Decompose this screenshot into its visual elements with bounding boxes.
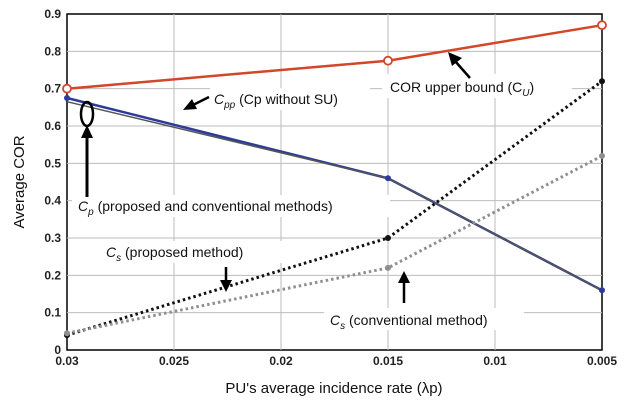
svg-text:Cp (proposed and conventional: Cp (proposed and conventional methods) bbox=[78, 198, 333, 218]
y-tick-label: 0.9 bbox=[44, 7, 61, 21]
series-line-3 bbox=[66, 79, 603, 337]
annotation-cs-conventional-label: Cs (conventional method) bbox=[324, 308, 524, 332]
y-tick-labels: 0 0.1 0.2 0.3 0.4 0.5 0.6 0.7 0.8 0.9 bbox=[44, 7, 61, 357]
y-tick-label: 0 bbox=[54, 343, 61, 357]
series-marker-0 bbox=[597, 20, 607, 31]
series-marker-1 bbox=[64, 95, 70, 101]
series-marker-4 bbox=[599, 152, 605, 159]
svg-text:Cpp (Cp without SU): Cpp (Cp without SU) bbox=[214, 91, 338, 111]
series-marker-4 bbox=[385, 264, 391, 271]
arrow-cpp-icon bbox=[183, 95, 210, 110]
x-tick-label: 0.01 bbox=[483, 354, 507, 368]
x-axis-label: PU's average incidence rate (λp) bbox=[225, 380, 442, 397]
annotation-cu-label: COR upper bound (CU) bbox=[382, 74, 572, 99]
y-tick-label: 0.6 bbox=[44, 119, 61, 133]
y-tick-label: 0.7 bbox=[44, 82, 61, 96]
svg-text:Cs (conventional method): Cs (conventional method) bbox=[330, 312, 488, 332]
svg-text:COR upper bound (CU): COR upper bound (CU) bbox=[390, 79, 534, 99]
y-tick-label: 0.8 bbox=[44, 44, 61, 58]
series-marker-0 bbox=[62, 83, 72, 94]
x-tick-label: 0.03 bbox=[55, 354, 79, 368]
y-axis-label: Average COR bbox=[11, 135, 28, 228]
series-marker-1 bbox=[599, 287, 605, 294]
svg-text:Cs (proposed method): Cs (proposed method) bbox=[106, 244, 243, 264]
arrow-cp-icon bbox=[79, 100, 95, 197]
x-tick-label: 0.02 bbox=[269, 354, 293, 368]
x-tick-label: 0.015 bbox=[373, 354, 403, 368]
series-marker-3 bbox=[599, 78, 605, 85]
series-markers bbox=[62, 20, 607, 339]
plot-area bbox=[66, 13, 603, 351]
series-marker-3 bbox=[385, 235, 391, 241]
arrow-cs-proposed-icon bbox=[220, 267, 232, 292]
series-marker-0 bbox=[383, 55, 393, 66]
y-tick-label: 0.2 bbox=[44, 268, 61, 282]
y-tick-label: 0.5 bbox=[44, 156, 61, 170]
annotation-cp-label: Cp (proposed and conventional methods) bbox=[72, 195, 390, 218]
annotation-cs-proposed-label: Cs (proposed method) bbox=[100, 241, 288, 264]
series-marker-1 bbox=[385, 175, 391, 182]
series-marker-4 bbox=[64, 330, 70, 337]
x-tick-labels: 0.03 0.025 0.02 0.015 0.01 0.005 bbox=[55, 354, 617, 368]
arrow-cs-conventional-icon bbox=[398, 271, 410, 303]
x-tick-label: 0.025 bbox=[159, 354, 189, 368]
x-tick-label: 0.005 bbox=[587, 354, 617, 368]
y-tick-label: 0.1 bbox=[44, 306, 61, 320]
annotation-cpp-label: Cpp (Cp without SU) bbox=[210, 88, 370, 111]
arrow-cu-icon bbox=[448, 52, 471, 79]
y-tick-label: 0.3 bbox=[44, 231, 61, 245]
y-tick-label: 0.4 bbox=[44, 194, 61, 208]
